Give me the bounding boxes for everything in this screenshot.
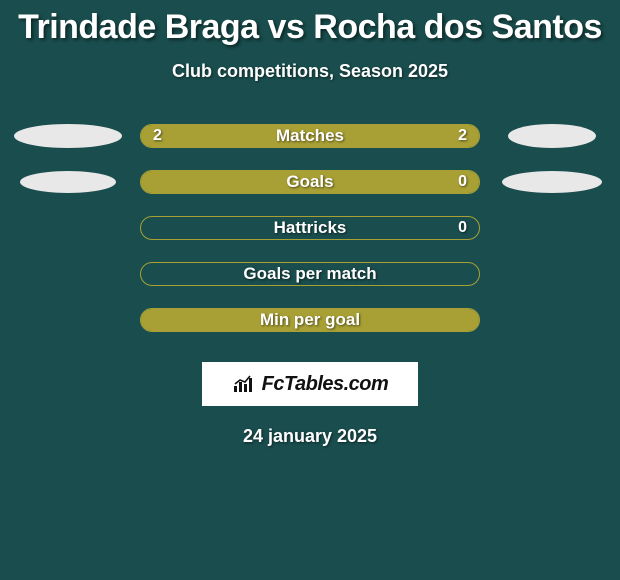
stat-bar: Min per goal xyxy=(140,308,480,332)
left-oval-slot xyxy=(8,124,128,148)
left-oval-slot xyxy=(8,171,128,193)
player-left-oval xyxy=(20,171,116,193)
chart-icon xyxy=(232,374,256,394)
comparison-row: Goals 0 xyxy=(0,170,620,194)
right-oval-slot xyxy=(492,124,612,148)
stat-label: Hattricks xyxy=(274,218,347,238)
stat-bar: 2 Matches 2 xyxy=(140,124,480,148)
right-oval-slot xyxy=(492,171,612,193)
logo-text: FcTables.com xyxy=(262,373,389,396)
stat-label: Goals per match xyxy=(243,264,376,284)
player-right-oval xyxy=(508,124,596,148)
comparison-row: 2 Matches 2 xyxy=(0,124,620,148)
stat-label: Matches xyxy=(276,126,344,146)
player-right-oval xyxy=(502,171,602,193)
comparison-row: Min per goal xyxy=(0,308,620,332)
comparison-row: Hattricks 0 xyxy=(0,216,620,240)
comparison-row: Goals per match xyxy=(0,262,620,286)
stat-label: Min per goal xyxy=(260,310,360,330)
date-text: 24 january 2025 xyxy=(0,426,620,447)
comparison-rows: 2 Matches 2 Goals 0 Hattricks 0 Goals per match… xyxy=(0,124,620,332)
right-value: 2 xyxy=(458,127,467,145)
logo-box: FcTables.com xyxy=(202,362,418,406)
stat-bar: Hattricks 0 xyxy=(140,216,480,240)
right-value: 0 xyxy=(458,219,467,237)
container: Trindade Braga vs Rocha dos Santos Club … xyxy=(0,0,620,447)
stat-label: Goals xyxy=(286,172,333,192)
player-left-oval xyxy=(14,124,122,148)
page-title: Trindade Braga vs Rocha dos Santos xyxy=(0,8,620,47)
subtitle: Club competitions, Season 2025 xyxy=(0,61,620,82)
right-value: 0 xyxy=(458,173,467,191)
stat-bar: Goals 0 xyxy=(140,170,480,194)
left-value: 2 xyxy=(153,127,162,145)
stat-bar: Goals per match xyxy=(140,262,480,286)
